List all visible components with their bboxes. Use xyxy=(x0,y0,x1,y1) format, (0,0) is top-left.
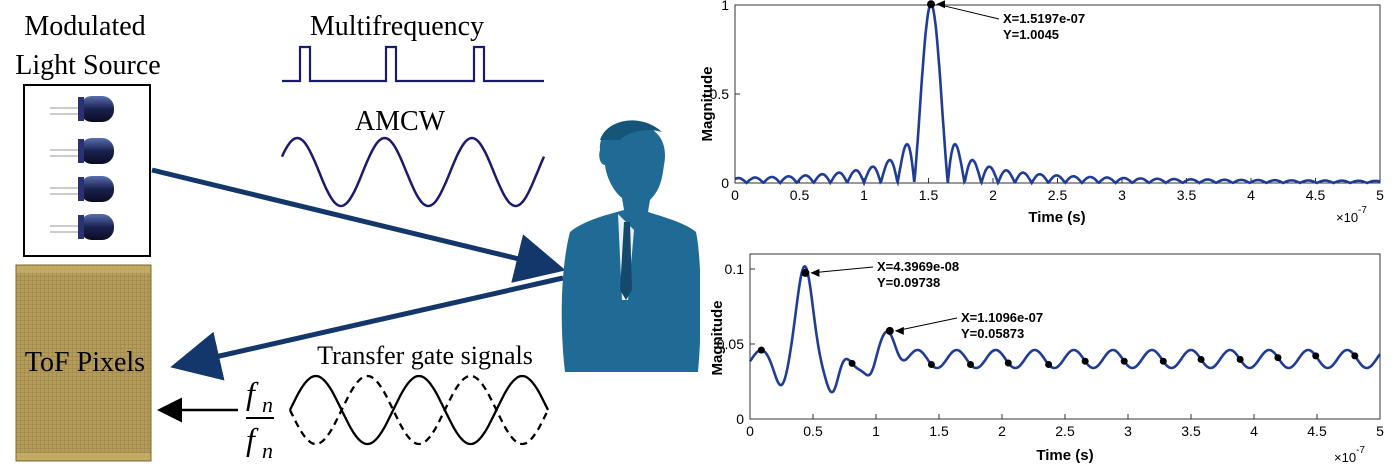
sample-marker xyxy=(1197,355,1205,363)
x-tick-label: 2.5 xyxy=(1048,187,1068,203)
amcw-sine-wave xyxy=(280,136,546,208)
x-tick-label: 4.5 xyxy=(1306,187,1326,203)
x-axis-label: Time (s) xyxy=(1028,209,1085,226)
svg-text:f: f xyxy=(246,375,259,411)
peak-y-label: Y=0.09738 xyxy=(877,275,940,290)
emitted-light-arrow xyxy=(151,167,566,283)
magnitude-plot-top: 0 0.5 1 1.5 2 2.5 3 3.5 4 4.5 5 0 0.5 1 X=1.5197e-07… xyxy=(700,0,1384,226)
svg-text:n: n xyxy=(262,438,273,463)
sample-marker xyxy=(848,359,856,367)
x-tick-label: 0.5 xyxy=(790,187,810,203)
annotation-arrow xyxy=(895,317,958,332)
series-line xyxy=(734,2,1381,187)
source-label-line1: Modulated xyxy=(24,11,145,42)
x-tick-label: 4.5 xyxy=(1307,423,1327,439)
svg-text:-7: -7 xyxy=(1358,205,1367,216)
gate-signal-solid xyxy=(288,374,550,446)
source-label-line2: Light Source xyxy=(15,50,160,81)
magnitude-plot-bottom: 0 0.5 1 1.5 2 2.5 3 3.5 4 4.5 5 0 0.05 0.1 X=4.3969e… xyxy=(709,253,1384,465)
gate-signal-dashed xyxy=(288,374,550,446)
series-line xyxy=(748,264,1382,394)
svg-text:n: n xyxy=(262,392,273,417)
sample-marker xyxy=(927,361,935,369)
amcw-label: AMCW xyxy=(355,106,446,137)
x-exponent-label: ×10 -7 xyxy=(1336,205,1367,225)
sample-marker xyxy=(1351,352,1359,360)
annotation-arrowhead xyxy=(810,268,820,277)
annotation-arrow xyxy=(936,3,1000,20)
y-tick-label: 0 xyxy=(721,175,729,191)
person-silhouette-icon xyxy=(561,120,700,372)
y-tick-label: 0.1 xyxy=(725,261,745,277)
peak-x-label: X=1.5197e-07 xyxy=(1003,11,1085,26)
x-tick-label: 4 xyxy=(1250,423,1258,439)
x-tick-label: 5 xyxy=(1376,423,1384,439)
plot-area xyxy=(734,4,1381,184)
reflected-light-arrow xyxy=(170,275,564,381)
annotation-arrowhead xyxy=(894,326,904,335)
x-tick-label: 3 xyxy=(1118,187,1126,203)
x-tick-label: 1 xyxy=(872,423,880,439)
svg-text:×10: ×10 xyxy=(1334,450,1356,465)
plot-area xyxy=(749,253,1381,420)
sample-marker xyxy=(1312,352,1320,360)
sample-marker xyxy=(1004,359,1012,367)
x-tick-label: 3.5 xyxy=(1177,187,1197,203)
annotation-arrow xyxy=(811,266,874,274)
y-tick-label: 0 xyxy=(736,411,744,427)
svg-text:-7: -7 xyxy=(1356,445,1365,456)
transfer-gate-label: Transfer gate signals xyxy=(317,341,533,370)
sample-marker xyxy=(757,346,765,354)
y-axis-label: Magnitude xyxy=(709,301,726,376)
tof-chip-image xyxy=(15,264,152,462)
y-tick-label: 0.5 xyxy=(710,86,730,102)
y-axis-label: Magnitude xyxy=(700,67,716,142)
sample-marker xyxy=(1045,361,1053,369)
x-tick-label: 1 xyxy=(860,187,868,203)
sample-marker xyxy=(1236,355,1244,363)
peak-x-label: X=4.3969e-08 xyxy=(877,259,959,274)
x-tick-label: 4 xyxy=(1247,187,1255,203)
peak-marker xyxy=(885,326,894,335)
x-tick-label: 0 xyxy=(731,187,739,203)
peak-y-label: Y=1.0045 xyxy=(1003,27,1059,42)
sample-marker xyxy=(1081,357,1089,365)
x-axis-label: Time (s) xyxy=(1036,447,1093,464)
x-tick-label: 2.5 xyxy=(1055,423,1075,439)
led-icon xyxy=(50,96,114,240)
peak-y-label: Y=0.05873 xyxy=(961,326,1024,341)
sample-marker xyxy=(1159,357,1167,365)
sample-marker xyxy=(1120,357,1128,365)
x-tick-label: 1.5 xyxy=(919,187,939,203)
peak-marker xyxy=(927,0,936,9)
multifrequency-label: Multifrequency xyxy=(310,11,484,42)
sample-marker xyxy=(1274,354,1282,362)
fn-label: f n xyxy=(246,375,273,417)
sample-marker xyxy=(967,361,974,369)
x-tick-label: 0.5 xyxy=(803,423,823,439)
tof-diagram: Modulated Light Source xyxy=(15,11,700,463)
x-tick-label: 0 xyxy=(746,423,754,439)
annotation-arrowhead xyxy=(936,0,946,9)
y-tick-label: 1 xyxy=(721,0,729,13)
peak-x-label: X=1.1096e-07 xyxy=(961,310,1043,325)
x-tick-label: 3.5 xyxy=(1181,423,1201,439)
x-tick-label: 2 xyxy=(989,187,997,203)
y-tick-label: 0.05 xyxy=(717,336,744,352)
fn-bar-label: f n xyxy=(246,421,273,463)
peak-marker xyxy=(801,268,810,277)
pulse-train xyxy=(282,45,544,83)
x-tick-label: 2 xyxy=(998,423,1006,439)
x-tick-label: 1.5 xyxy=(929,423,949,439)
x-tick-label: 5 xyxy=(1376,187,1384,203)
svg-text:×10: ×10 xyxy=(1336,210,1358,225)
tof-pixels-label: ToF Pixels xyxy=(25,347,145,378)
svg-text:f: f xyxy=(246,421,259,457)
x-tick-label: 3 xyxy=(1124,423,1132,439)
x-exponent-label: ×10 -7 xyxy=(1334,445,1365,465)
